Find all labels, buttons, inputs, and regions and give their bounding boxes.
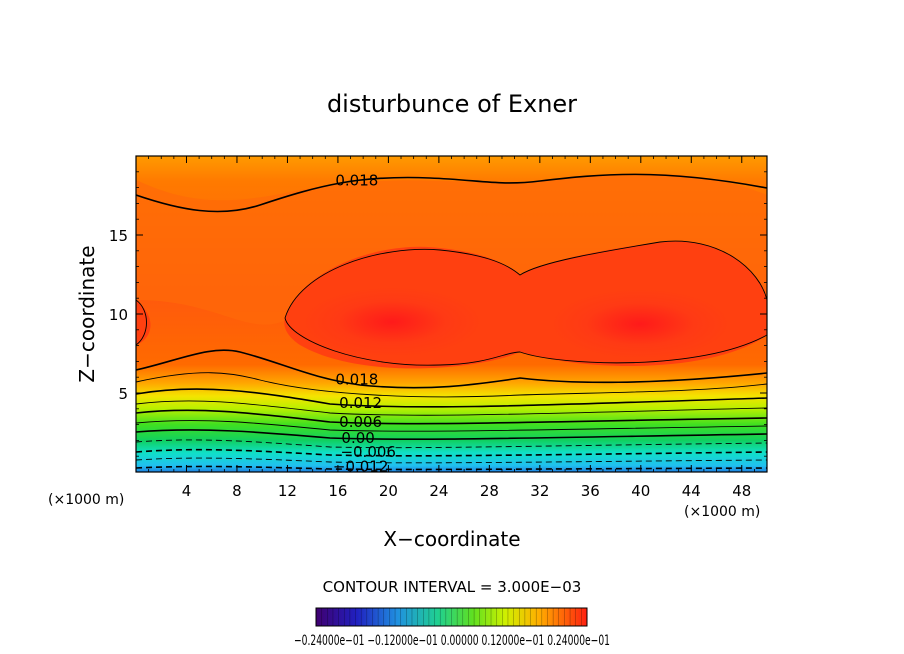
contour-lines — [136, 173, 767, 471]
y-axis-title: Z−coordinate — [75, 245, 99, 382]
contour-label: −0.006 — [340, 443, 396, 461]
contour-label: 0.018 — [335, 371, 378, 389]
contour-field — [136, 156, 767, 472]
colorbar-labels: −0.24000e−01 −0.12000e−01 0.00000 0.1200… — [294, 633, 610, 649]
contour-line-003 — [136, 420, 767, 432]
contour-line-m009 — [136, 457, 767, 464]
contour-label: 0.018 — [335, 171, 378, 189]
contour-label: −0.012 — [333, 457, 389, 475]
contour-line-015 — [136, 372, 767, 398]
chart-title: disturbunce of Exner — [327, 90, 577, 118]
core-max-left — [302, 287, 482, 357]
contour-interval-text: CONTOUR INTERVAL = 3.000E−03 — [323, 578, 582, 596]
contour-line-018-lower — [136, 349, 767, 389]
contour-line-000 — [136, 429, 767, 441]
x-tick-label: 40 — [631, 482, 650, 500]
x-tick-label: 24 — [429, 482, 448, 500]
contour-line-009 — [136, 400, 767, 416]
y-axis-ticks: 5 10 15 — [109, 171, 767, 457]
x-axis-unit: (×1000 m) — [684, 504, 760, 520]
contour-line-021-edge — [136, 299, 147, 346]
inner-band — [136, 173, 767, 325]
y-axis-unit: (×1000 m) — [48, 492, 124, 508]
x-tick-label: 12 — [278, 482, 297, 500]
x-tick-label: 28 — [480, 482, 499, 500]
x-tick-label: 8 — [232, 482, 242, 500]
contour-label: 0.006 — [339, 413, 382, 431]
contour-line-021-upper — [284, 240, 767, 319]
colorbar-ticks — [321, 608, 582, 626]
x-tick-label: 36 — [581, 482, 600, 500]
x-tick-label: 32 — [530, 482, 549, 500]
colorbar: −0.24000e−01 −0.12000e−01 0.00000 0.1200… — [294, 607, 610, 649]
contour-line-021-lower — [284, 317, 767, 366]
contour-line-012 — [136, 388, 767, 408]
colorbar-gradient — [315, 607, 588, 627]
contour-line-006 — [136, 409, 767, 425]
core-max-right — [550, 289, 730, 359]
x-tick-label: 44 — [682, 482, 701, 500]
y-tick-label: 15 — [109, 227, 128, 245]
contour-line-m012 — [136, 465, 767, 471]
x-axis-ticks: 4 8 12 16 20 24 28 32 36 40 44 48 — [148, 156, 755, 500]
contour-line-m006 — [136, 448, 767, 457]
y-tick-label: 5 — [118, 385, 128, 403]
contour-line-018-upper — [136, 173, 767, 213]
x-axis-title: X−coordinate — [383, 527, 520, 551]
contour-label: 0.012 — [339, 394, 382, 412]
y-tick-label: 10 — [109, 306, 128, 324]
edge-core — [136, 300, 151, 345]
x-tick-label: 16 — [328, 482, 347, 500]
x-tick-label: 20 — [379, 482, 398, 500]
contour-line-m003 — [136, 439, 767, 449]
contour-label: 0.00 — [341, 429, 374, 447]
x-tick-label: 4 — [182, 482, 192, 500]
x-tick-label: 48 — [732, 482, 751, 500]
